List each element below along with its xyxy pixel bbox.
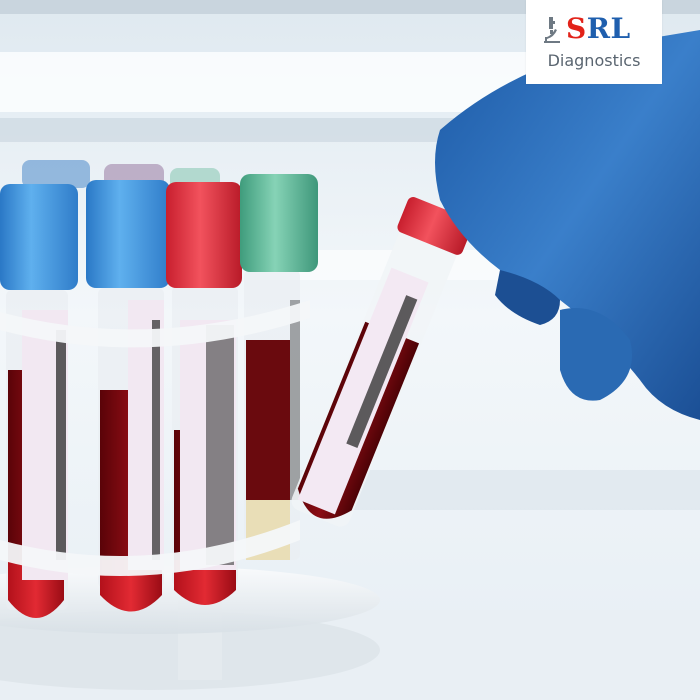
brand-tagline: Diagnostics <box>547 51 641 70</box>
brand-name: SRL <box>566 12 631 46</box>
brand-letters-rl: RL <box>586 12 631 45</box>
brand-letter-s: S <box>566 12 587 45</box>
srl-diagnostics-logo: SRL Diagnostics <box>526 0 662 84</box>
microscope-icon <box>544 17 560 43</box>
